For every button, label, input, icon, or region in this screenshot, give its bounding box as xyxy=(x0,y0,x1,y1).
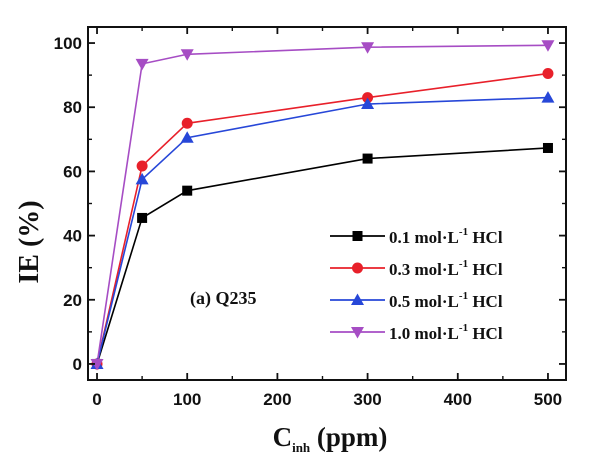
legend-label-0-3-mol-l: 0.3 mol·L-1 HCl xyxy=(389,258,503,279)
x-axis-ticks: 0 100 200 300 400 500 xyxy=(92,27,562,409)
legend-marker xyxy=(351,293,364,305)
data-point-1-0-mol-l-100 xyxy=(180,49,194,61)
x-axis-title-rest: (ppm) xyxy=(310,422,387,452)
legend-label-rest: HCl xyxy=(468,324,503,343)
data-point-1-0-mol-l-0 xyxy=(90,358,104,371)
data-point-0-1-mol-l-300 xyxy=(362,153,373,164)
x-tick-label: 0 xyxy=(92,390,101,409)
legend-label-main: 1.0 mol·L xyxy=(389,324,459,343)
data-point-1-0-mol-l-300 xyxy=(361,42,375,54)
legend-label-main: 0.3 mol·L xyxy=(389,260,459,279)
panel-annotation: (a) Q235 xyxy=(190,288,257,309)
legend-label-0-5-mol-l: 0.5 mol·L-1 HCl xyxy=(389,290,503,311)
data-point-0-5-mol-l-500 xyxy=(541,91,555,103)
x-tick-label: 200 xyxy=(263,390,291,409)
y-tick-label: 60 xyxy=(63,162,82,181)
data-point-0-5-mol-l-100 xyxy=(180,131,194,143)
x-axis-title-main: C xyxy=(273,422,293,452)
x-axis-title: Cinh (ppm) xyxy=(273,422,388,455)
legend-label-0-1-mol-l: 0.1 mol·L-1 HCl xyxy=(389,226,503,247)
data-point-0-3-mol-l-100 xyxy=(181,117,193,129)
data-point-1-0-mol-l-500 xyxy=(541,40,555,52)
data-point-0-5-mol-l-300 xyxy=(361,97,375,110)
y-tick-label: 0 xyxy=(73,355,82,374)
series-lines xyxy=(96,44,549,365)
x-tick-label: 300 xyxy=(353,390,381,409)
legend-label-main: 0.1 mol·L xyxy=(389,228,459,247)
series-line-0-3-mol-l xyxy=(96,72,549,365)
legend-marker xyxy=(352,231,363,241)
legend-label-superscript: -1 xyxy=(459,258,468,270)
legend-label-1-0-mol-l: 1.0 mol·L-1 HCl xyxy=(389,322,503,343)
series-markers xyxy=(90,40,555,371)
legend-marker xyxy=(351,327,364,339)
legend-marker xyxy=(352,262,363,274)
data-point-1-0-mol-l-50 xyxy=(135,58,149,71)
data-point-0-1-mol-l-50 xyxy=(137,212,148,223)
legend-label-rest: HCl xyxy=(468,260,503,279)
legend-label-superscript: -1 xyxy=(459,322,468,334)
data-point-0-5-mol-l-50 xyxy=(135,172,149,185)
y-tick-label: 80 xyxy=(63,98,82,117)
x-axis-title-subscript: inh xyxy=(292,440,311,455)
legend-label-rest: HCl xyxy=(468,228,503,247)
legend-label-superscript: -1 xyxy=(459,290,468,302)
y-tick-label: 20 xyxy=(63,291,82,310)
legend-label-main: 0.5 mol·L xyxy=(389,292,459,311)
y-tick-label: 100 xyxy=(54,34,82,53)
x-tick-label: 500 xyxy=(534,390,562,409)
legend-label-superscript: -1 xyxy=(459,226,468,238)
data-point-0-1-mol-l-100 xyxy=(182,185,193,196)
x-tick-label: 400 xyxy=(444,390,472,409)
legend-label-rest: HCl xyxy=(468,292,503,311)
data-point-0-1-mol-l-500 xyxy=(542,142,553,153)
data-point-0-3-mol-l-500 xyxy=(542,68,554,80)
data-point-0-3-mol-l-50 xyxy=(136,160,148,172)
x-tick-label: 100 xyxy=(173,390,201,409)
y-axis-ticks: 0 20 40 60 80 100 xyxy=(54,34,566,374)
y-axis-title: IE (%) xyxy=(14,200,45,283)
y-tick-label: 40 xyxy=(63,227,82,246)
